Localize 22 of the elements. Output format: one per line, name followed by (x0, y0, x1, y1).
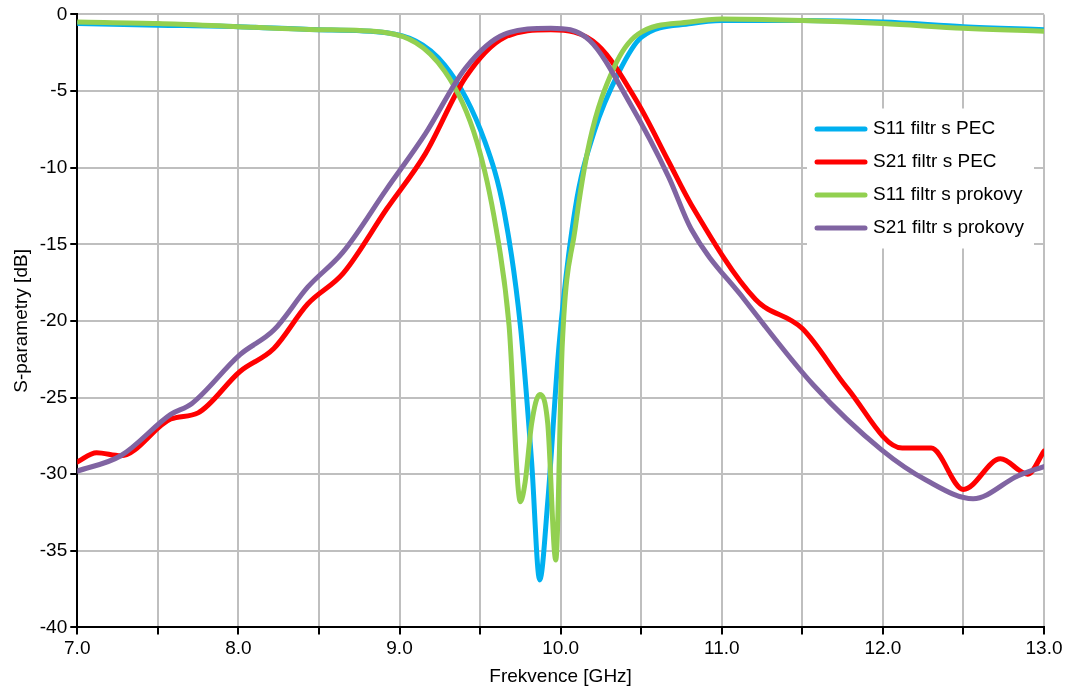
y-tick-label: -5 (50, 79, 68, 101)
x-tick-label: 13.0 (1025, 637, 1063, 659)
y-tick-label: -20 (39, 309, 68, 331)
x-tick-label: 10.0 (542, 637, 580, 659)
y-tick-label: -15 (39, 232, 68, 254)
x-tick-label: 12.0 (864, 637, 902, 659)
legend-label: S21 filtr s prokovy (873, 216, 1025, 238)
y-axis-title: S-parametry [dB] (9, 249, 31, 393)
y-tick-label: -40 (39, 615, 68, 637)
y-tick-label: -10 (39, 155, 68, 177)
y-tick-label: -25 (39, 385, 68, 407)
x-tick-label: 9.0 (386, 637, 413, 659)
legend-label: S11 filtr s prokovy (873, 183, 1024, 205)
x-tick-label: 11.0 (703, 637, 740, 659)
x-axis-title: Frekvence [GHz] (489, 664, 632, 686)
y-tick-label: -30 (39, 462, 68, 484)
y-tick-label: 0 (56, 2, 68, 24)
legend-label: S21 filtr s PEC (873, 150, 997, 172)
legend-label: S11 filtr s PEC (873, 117, 996, 139)
x-tick-label: 7.0 (64, 637, 91, 659)
x-tick-label: 8.0 (225, 637, 252, 659)
y-tick-label: -35 (39, 539, 68, 561)
